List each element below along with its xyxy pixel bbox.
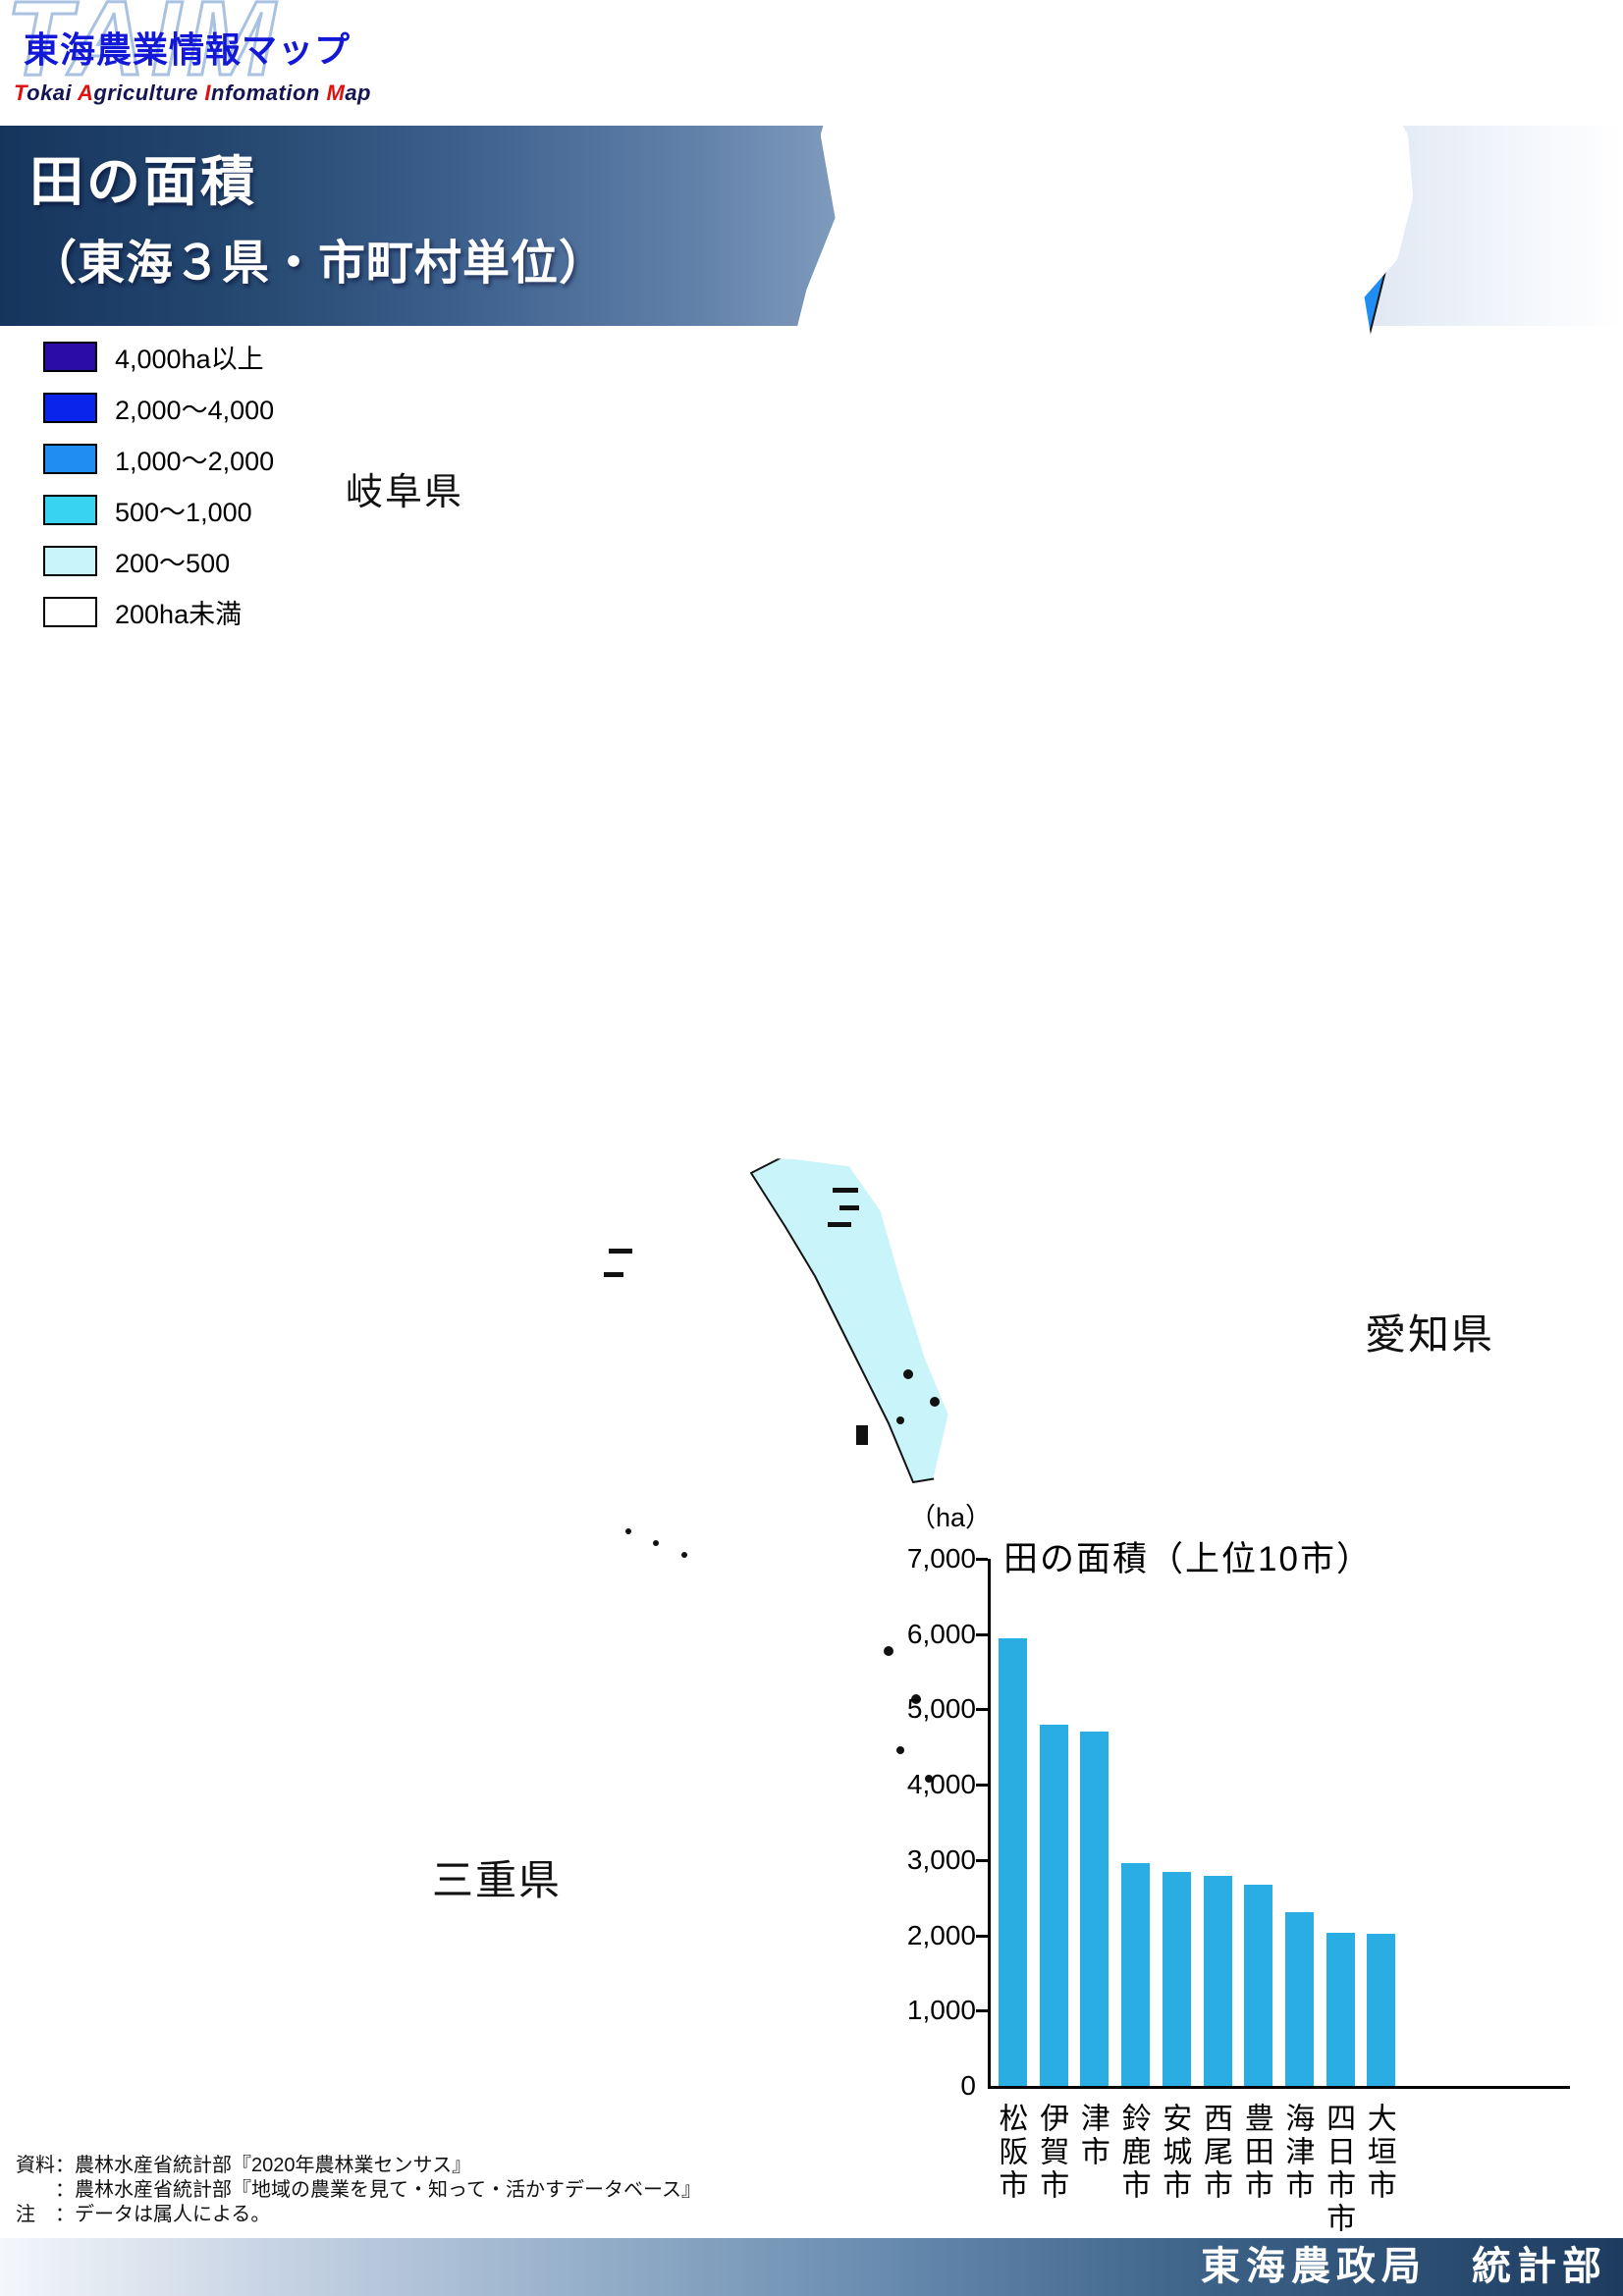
legend-item: 500～1,000 (43, 495, 274, 527)
legend-swatch (43, 342, 97, 372)
legend-swatch (43, 597, 97, 627)
legend-swatch (43, 393, 97, 423)
legend-swatch (43, 444, 97, 474)
legend-swatch (43, 495, 97, 525)
source-notes: 資料：農林水産省統計部『2020年農林業センサス』 ：農林水産省統計部『地域の農… (16, 2154, 701, 2227)
logo-watermark: TAIM (5, 0, 281, 99)
footer-org-label: 東海農政局 統計部 (1201, 2245, 1607, 2288)
legend-item: 200ha未満 (43, 597, 274, 629)
prefecture-label-gifu: 岐阜県 (346, 472, 464, 513)
logo-subtitle: Tokai Agriculture Infomation Map (14, 80, 371, 105)
legend-swatch (43, 546, 97, 576)
footer-band: 東海農政局 統計部 (0, 2238, 1623, 2296)
legend-item: 2,000～4,000 (43, 393, 274, 425)
prefecture-label-mie: 三重県 (432, 1857, 563, 1903)
source-note-line: 注 ：データは属人による。 (16, 2204, 271, 2225)
source-note-line: ：農林水産省統計部『地域の農業を見て・知って・活かすデータベース』 (16, 2179, 701, 2201)
logo: TAIM 東海農業情報マップ Tokai Agriculture Infomat… (0, 0, 550, 126)
source-note-line: 資料：農林水産省統計部『2020年農林業センサス』 (16, 2155, 472, 2176)
page-title-line1: 田の面積 (29, 151, 258, 212)
page-title-line2: （東海３県・市町村単位） (29, 238, 608, 290)
legend-item: 1,000～2,000 (43, 444, 274, 476)
legend-item: 200～500 (43, 546, 274, 578)
page-title: 田の面積 （東海３県・市町村単位） (29, 137, 607, 293)
legend-item: 4,000ha以上 (43, 342, 274, 374)
map-legend: 4,000ha以上 2,000～4,000 1,000～2,000 500～1,… (43, 342, 274, 648)
prefecture-label-aichi: 愛知県 (1365, 1311, 1495, 1358)
logo-title: 東海農業情報マップ (24, 29, 352, 70)
